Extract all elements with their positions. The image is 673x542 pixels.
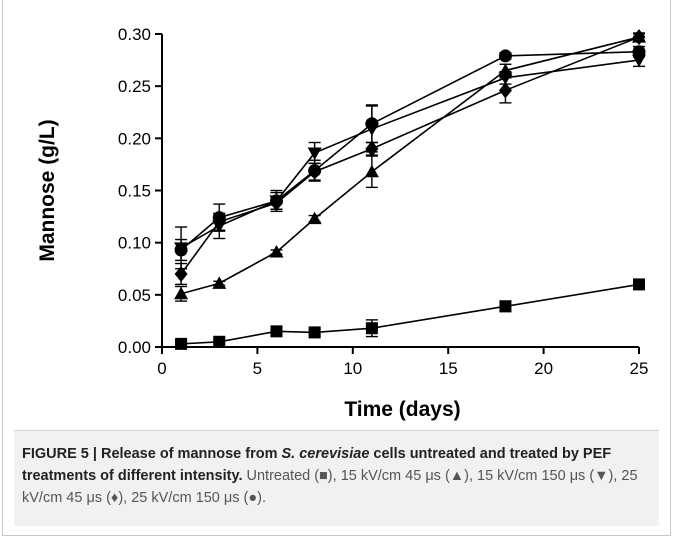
data-point-square [175, 337, 188, 350]
data-point-square [365, 322, 378, 335]
y-tick-label: 0.10 [118, 234, 151, 253]
mannose-chart: 0.00 0.05 0.10 0.15 0.20 0.25 0.30 0 5 10 15 20 25 Ti… [36, 25, 649, 421]
data-point-triangle-up [364, 164, 379, 178]
data-point-circle [212, 211, 226, 225]
series-circle [174, 45, 646, 262]
x-tick-label: 25 [630, 359, 649, 378]
series-triangle-up [174, 30, 646, 302]
y-tick-label: 0.25 [118, 77, 151, 96]
series-line [180, 50, 640, 251]
data-point-diamond [632, 29, 646, 46]
data-point-circle [365, 117, 379, 131]
data-point-circle [308, 164, 322, 178]
data-point-triangle-up [212, 276, 227, 289]
data-point-square [213, 335, 226, 348]
series-square [175, 278, 645, 350]
chart-container: 0.00 0.05 0.10 0.15 0.20 0.25 0.30 0 5 10 15 20 25 Ti… [36, 25, 649, 421]
series-line [181, 283, 640, 345]
data-point-diamond [498, 82, 512, 99]
y-axis-title: Mannose (g/L) [36, 119, 59, 261]
data-point-diamond [174, 265, 188, 282]
data-point-circle [174, 243, 188, 257]
y-tick-label: 0.00 [118, 338, 151, 357]
series-diamond [174, 29, 646, 286]
x-tick-label: 10 [343, 359, 362, 378]
series-line [180, 59, 640, 249]
data-point-square [308, 326, 321, 339]
x-tick-label: 0 [157, 359, 166, 378]
data-point-circle [632, 45, 646, 59]
x-tick-label: 15 [439, 359, 458, 378]
y-tick-label: 0.30 [118, 25, 151, 44]
y-tick-label: 0.15 [118, 182, 151, 201]
data-point-circle [498, 49, 512, 63]
caption-lead: FIGURE 5 | Release of mannose from [22, 446, 282, 462]
caption-detail: Untreated (■), 15 kV/cm 45 μs (▲), 15 kV… [22, 468, 638, 506]
figure-caption: FIGURE 5 | Release of mannose from S. ce… [14, 430, 659, 526]
data-point-triangle-up [269, 245, 284, 258]
y-tick-label: 0.20 [118, 129, 151, 148]
x-tick-label: 20 [534, 359, 553, 378]
x-axis-title: Time (days) [344, 398, 460, 421]
data-point-triangle-down [632, 54, 646, 68]
data-point-triangle-down [307, 147, 322, 160]
data-point-circle [269, 194, 283, 208]
data-point-square [633, 278, 645, 291]
data-point-square [270, 325, 283, 338]
x-tick-label: 5 [253, 359, 262, 378]
data-point-square [499, 300, 512, 313]
data-point-triangle-up [174, 286, 189, 300]
data-point-triangle-up [307, 211, 322, 225]
series-line [180, 36, 640, 295]
series-triangle-down [174, 53, 646, 270]
series-line [180, 36, 640, 275]
caption-title: cells untreated and treated by PEF treat… [22, 446, 612, 484]
y-tick-label: 0.05 [118, 286, 151, 305]
data-point-diamond [365, 140, 379, 157]
caption-organism: S. cerevisiae [281, 446, 370, 462]
